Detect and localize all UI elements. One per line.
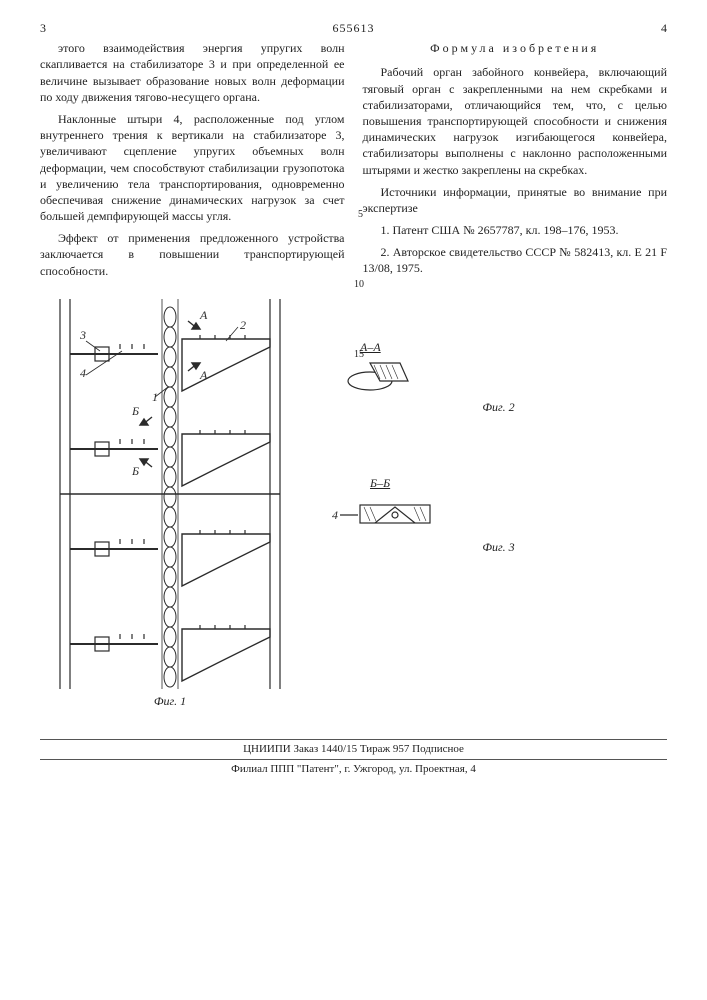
label-B-bot: Б	[131, 464, 139, 478]
section-bb-label: Б–Б	[370, 475, 667, 491]
footer-line1: ЦНИИПИ Заказ 1440/15 Тираж 957 Подписное	[40, 742, 667, 757]
label-A-top: А	[199, 308, 208, 322]
fig2-caption: Фиг. 2	[330, 399, 667, 415]
page-num-right: 4	[661, 20, 667, 36]
left-p1: этого взаимодействия энергия упругих вол…	[40, 40, 345, 105]
fig1-caption: Фиг. 1	[40, 693, 300, 709]
label-A-bot: А	[199, 368, 208, 382]
page-header: 3 655613 4	[40, 20, 667, 36]
footer: ЦНИИПИ Заказ 1440/15 Тираж 957 Подписное…	[40, 739, 667, 777]
right-p4: 2. Авторское свидетельство СССР № 582413…	[363, 244, 668, 276]
formula-title: Формула изобретения	[363, 40, 668, 56]
label-4: 4	[80, 366, 86, 380]
fig3-caption: Фиг. 3	[330, 539, 667, 555]
figure-3: Б–Б 4 Фиг. 3	[330, 475, 667, 555]
fig1-svg: А А Б Б 3 4 1 2	[40, 299, 300, 689]
right-p1: Рабочий орган забойного конвейера, включ…	[363, 64, 668, 177]
left-p2: Наклонные штыри 4, расположенные под угл…	[40, 111, 345, 224]
line-num-5: 5	[358, 208, 363, 222]
section-aa-label: А–А	[360, 339, 667, 355]
footer-line2: Филиал ППП "Патент", г. Ужгород, ул. Про…	[40, 762, 667, 777]
figure-2: А–А Фиг. 2	[330, 339, 667, 415]
line-num-10: 10	[354, 278, 364, 292]
left-column: этого взаимодействия энергия упругих вол…	[40, 40, 345, 285]
side-figures: А–А Фиг. 2 Б–Б	[330, 299, 667, 556]
patent-number: 655613	[46, 20, 661, 36]
label-B-top: Б	[131, 404, 139, 418]
fig2-svg	[330, 359, 450, 395]
line-num-15: 15	[354, 348, 364, 362]
fig3-label-4: 4	[332, 508, 338, 522]
right-column: Формула изобретения Рабочий орган забойн…	[363, 40, 668, 285]
text-columns: этого взаимодействия энергия упругих вол…	[40, 40, 667, 285]
fig3-svg: 4	[330, 495, 470, 535]
label-2: 2	[240, 318, 246, 332]
label-3: 3	[79, 328, 86, 342]
left-p3: Эффект от применения предложенного устро…	[40, 230, 345, 279]
right-p3: 1. Патент США № 2657787, кл. 198–176, 19…	[363, 222, 668, 238]
figure-1: А А Б Б 3 4 1 2 Фиг. 1	[40, 299, 300, 709]
right-p2: Источники информации, принятые во вниман…	[363, 184, 668, 216]
